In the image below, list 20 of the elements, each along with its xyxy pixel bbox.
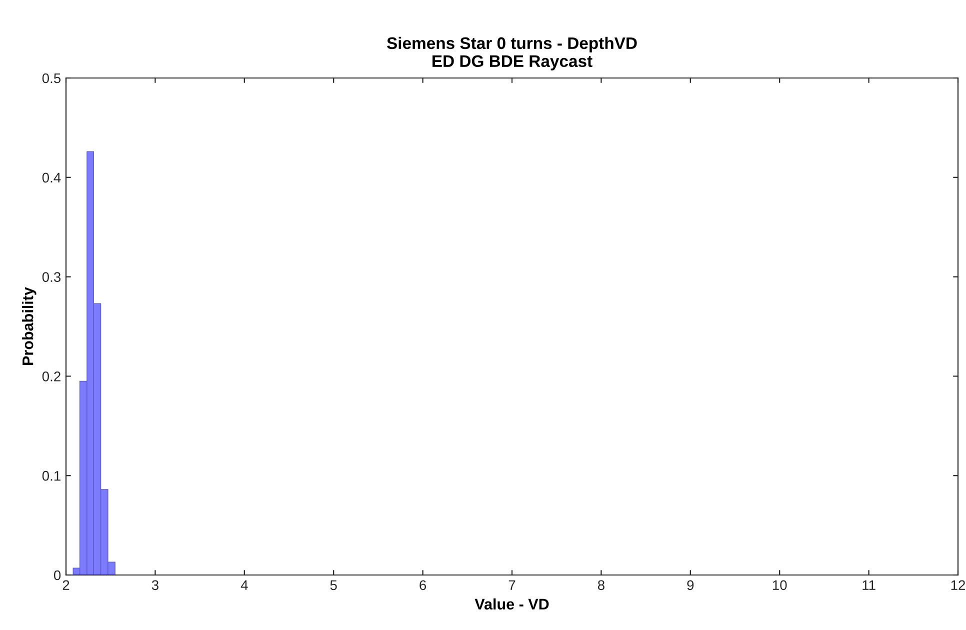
y-tick-label: 0.3	[42, 272, 61, 282]
x-tick-label: 8	[598, 580, 604, 590]
y-tick-label: 0	[54, 570, 61, 580]
x-tick-label: 10	[772, 580, 787, 590]
x-axis-title: Value - VD	[474, 598, 549, 610]
x-tick-label: 11	[862, 580, 876, 590]
x-tick-label: 5	[330, 580, 337, 590]
x-tick-label: 9	[687, 580, 694, 590]
chart-title: Siemens Star 0 turns - DepthVD ED DG BDE Raycast	[386, 36, 637, 70]
y-tick-label: 0.4	[42, 172, 61, 183]
x-tick-label: 7	[508, 580, 516, 590]
x-tick-label: 3	[152, 580, 158, 590]
x-tick-label: 6	[420, 580, 426, 590]
x-tick-label: 12	[951, 580, 966, 590]
y-axis-title: Probability	[22, 287, 36, 365]
y-tick-label: 0.1	[42, 470, 60, 481]
x-tick-label: 4	[240, 580, 248, 590]
x-tick-label: 2	[62, 580, 70, 590]
y-tick-label: 0.2	[42, 372, 60, 382]
y-tick-label: 0.5	[42, 73, 61, 84]
